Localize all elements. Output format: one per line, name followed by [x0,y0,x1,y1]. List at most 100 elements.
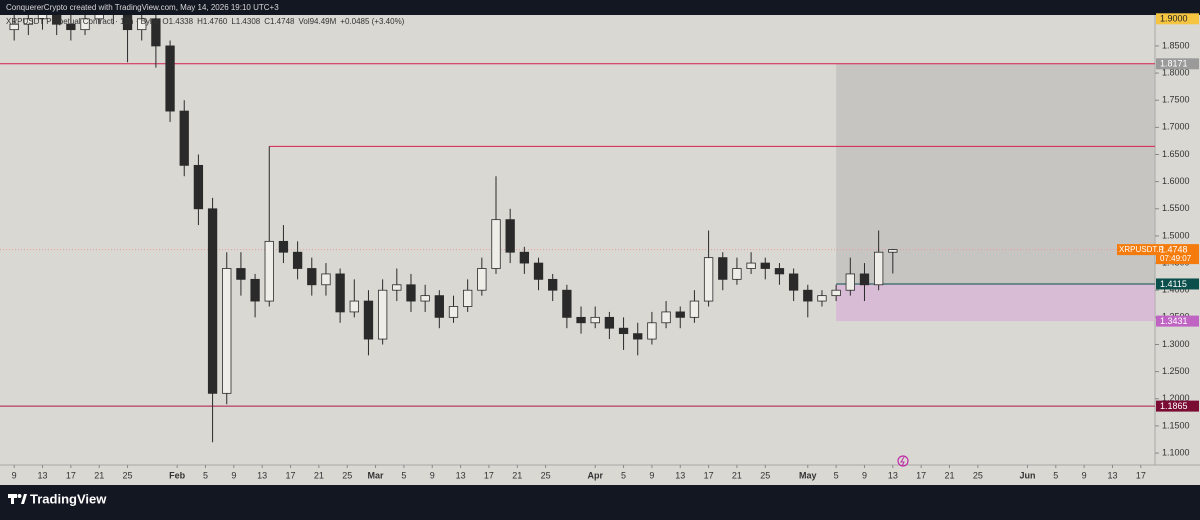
candle-body [873,251,884,286]
x-tick-label: 5 [401,470,406,480]
legend-volume: Vol94.49M [298,17,336,26]
candle-body [519,251,530,264]
x-tick-label: 17 [286,470,296,480]
candle-body [66,23,76,31]
footer-bar [0,485,1200,515]
x-tick-label: 17 [916,470,926,480]
level-tag: 1.8171 [1160,59,1188,69]
candle-body [23,18,33,25]
candle-body [888,249,898,253]
candle-body [321,273,331,286]
candle-body [675,311,685,318]
x-tick-label: 9 [862,470,867,480]
x-tick-label: 25 [973,470,983,480]
entry-tag-bg [1156,278,1199,290]
y-tick-label: 1.6500 [1162,149,1190,159]
candle-body [434,295,444,318]
candle-body [264,240,274,302]
candle-body [307,268,317,286]
candle-body [278,240,289,253]
candle-body [732,268,742,280]
candle-body [165,45,175,112]
y-tick-label: 1.4000 [1162,285,1190,295]
y-tick-label: 1.5000 [1162,230,1190,240]
stop-zone [836,283,1155,322]
candle-body [222,268,232,394]
candle-body [52,15,62,25]
y-tick-label: 1.7500 [1162,95,1190,105]
legend-low: L1.4308 [231,17,260,26]
candle-body [788,273,799,291]
x-tick-label: 13 [38,470,48,480]
symbol-tag-bg [1117,244,1156,256]
x-tick-label: 25 [541,470,551,480]
x-tick-label: 21 [732,470,742,480]
legend-open: O1.4338 [162,17,193,26]
candle-body [703,257,714,302]
candle-body [392,284,402,291]
candle-body [548,278,558,291]
y-tick-label: 1.8000 [1162,67,1190,77]
candle-body [774,268,785,275]
level-tag: 1.1865 [1160,401,1188,411]
y-tick-label: 1.8500 [1162,40,1190,50]
candle-body [377,289,388,340]
top-tag-bg [1156,13,1199,25]
candle-body [193,164,204,210]
x-tick-label: 21 [94,470,104,480]
candle-body [420,295,430,302]
x-tick-label: Jun [1019,470,1035,480]
x-tick-label: 25 [123,470,133,480]
legend: XRPUSDT Perpetual Contract · 12h · Bybit… [6,17,405,26]
x-tick-label: 13 [888,470,898,480]
x-tick-label: Mar [368,470,385,480]
candle-body [845,273,855,291]
last-price-tag: 1.4748 [1160,244,1188,254]
candle-body [689,300,700,318]
x-tick-label: 17 [704,470,714,480]
candle-body [236,268,246,280]
x-tick-label: 21 [314,470,324,480]
candle-body [179,110,189,166]
candle-body [618,327,629,335]
candle-body [207,208,218,394]
level-tag-bg [1156,58,1199,70]
x-tick-label: 5 [621,470,626,480]
x-tick-label: 5 [203,470,208,480]
x-tick-label: 5 [834,470,839,480]
candle-body [363,300,374,340]
candle-body [463,289,473,307]
candle-body [250,278,260,302]
candle-body [151,18,161,47]
candle-body [94,15,104,20]
legend-close: C1.4748 [264,17,295,26]
x-tick-label: 13 [675,470,685,480]
candle-body [604,316,615,329]
x-tick-label: 9 [12,470,17,480]
x-tick-label: 9 [649,470,654,480]
last-price-bg [1156,244,1199,265]
candle-body [406,284,416,302]
candle-body [562,289,572,318]
y-tick-label: 1.2000 [1162,393,1190,403]
legend-symbol: XRPUSDT Perpetual Contract · 12h · Bybit [6,17,159,26]
x-tick-label: 17 [66,470,76,480]
x-tick-label: 13 [1107,470,1117,480]
x-tick-label: Feb [169,470,186,480]
icon [897,455,909,467]
x-tick-label: 9 [1082,470,1087,480]
countdown: 07:49:07 [1160,254,1192,263]
header-text: ConquererCrypto created with TradingView… [6,3,279,12]
y-tick-label: 1.7000 [1162,122,1190,132]
candle-body [718,257,728,280]
y-tick-label: 1.6000 [1162,176,1190,186]
x-tick-label: 13 [257,470,267,480]
stop-tag: 1.3431 [1160,316,1188,326]
y-tick-label: 1.1000 [1162,447,1190,457]
candle-body [746,262,756,269]
top-tag: 1.9000 [1160,14,1188,24]
candle-body [576,316,586,324]
candle-body [335,273,345,313]
